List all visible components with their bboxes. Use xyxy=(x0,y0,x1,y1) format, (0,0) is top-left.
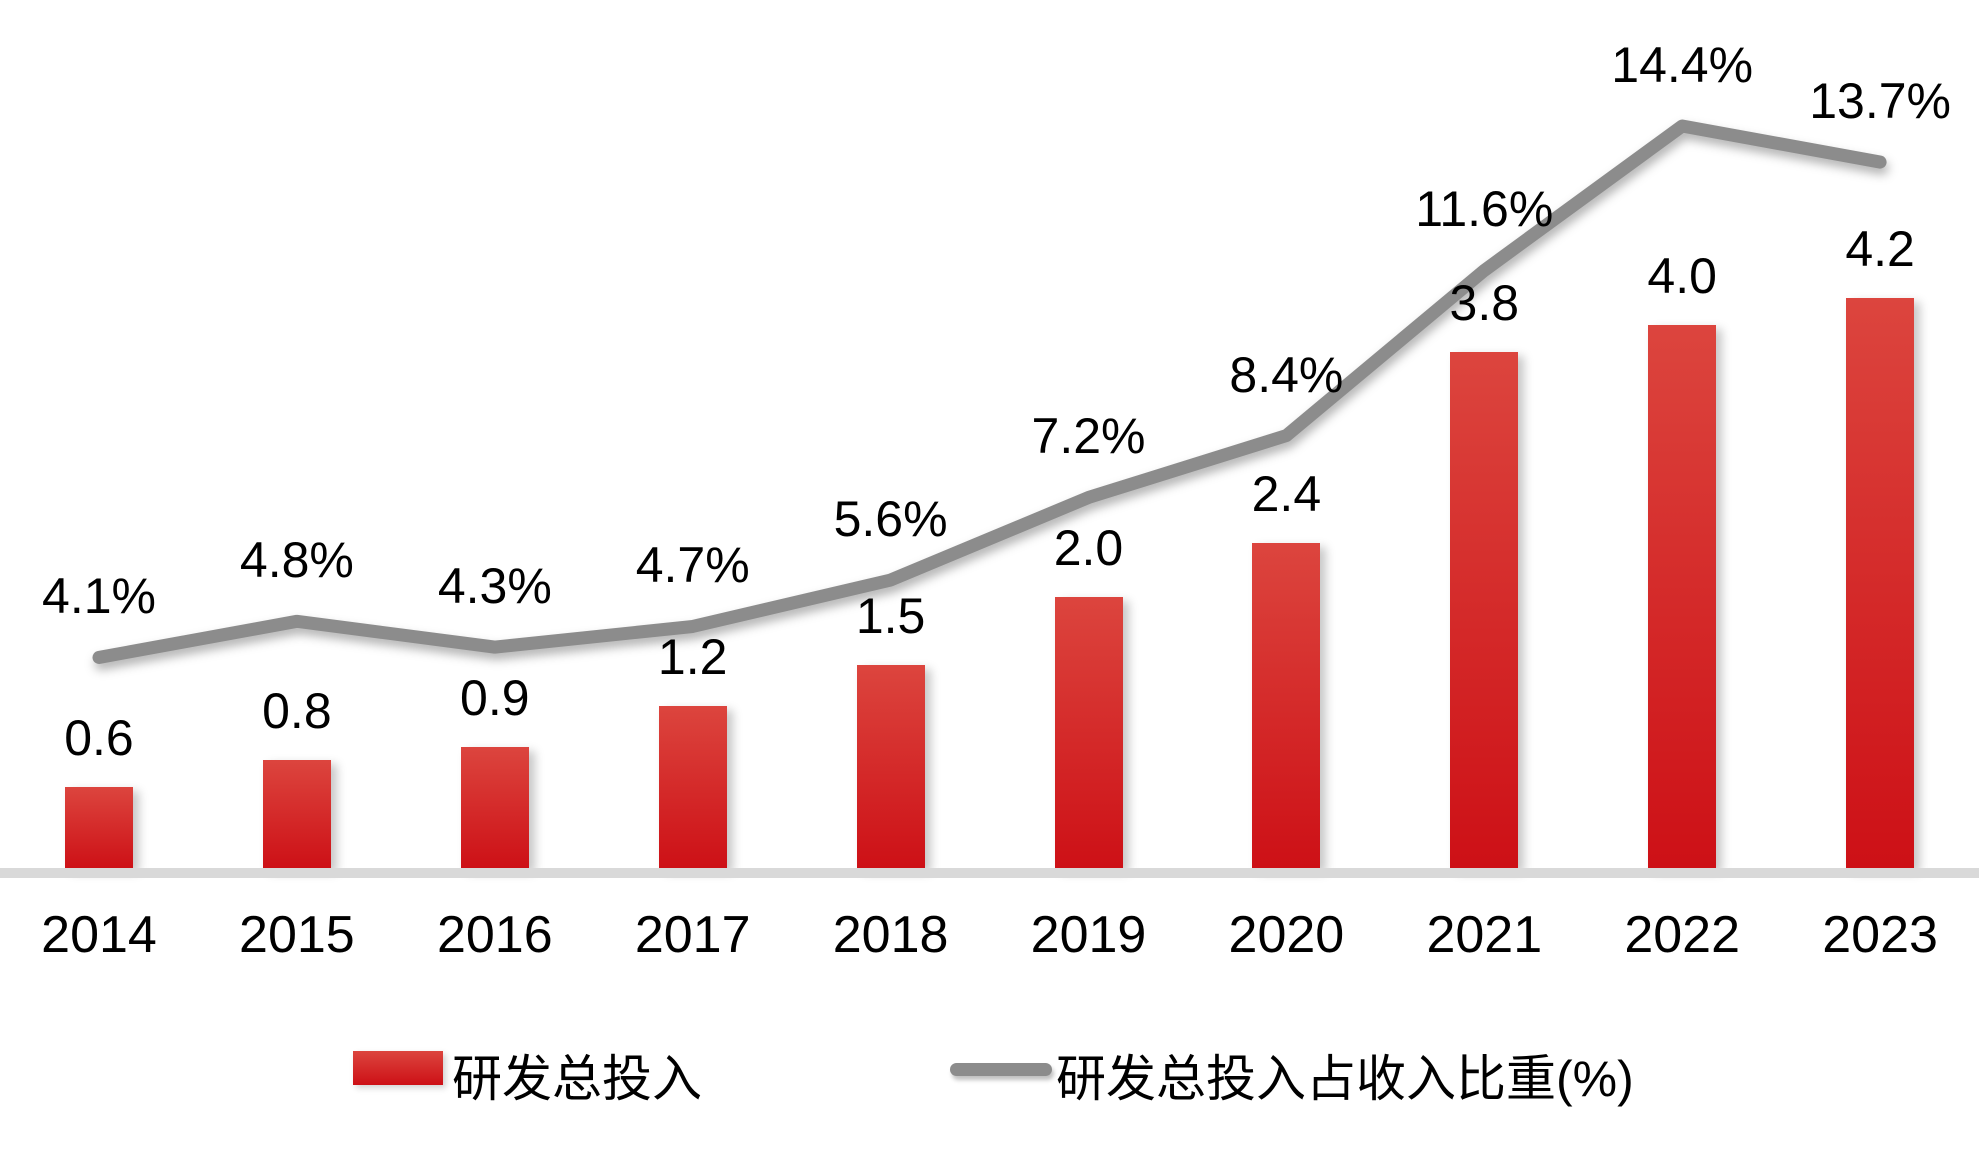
x-axis-label-2018: 2018 xyxy=(832,906,949,964)
bar-2020 xyxy=(1252,542,1321,869)
bar-2019 xyxy=(1054,597,1123,869)
x-axis-label-2014: 2014 xyxy=(41,906,157,964)
bar-value-label-2020: 2.4 xyxy=(1251,465,1322,522)
bar-value-label-2022: 4.0 xyxy=(1647,248,1717,304)
bar-value-label-2021: 3.8 xyxy=(1449,275,1520,332)
bar-2023 xyxy=(1846,297,1915,869)
bar-2015 xyxy=(262,760,331,869)
bar-value-label-2019: 2.0 xyxy=(1053,520,1124,576)
pct-label-2017: 4.7% xyxy=(635,537,750,594)
pct-label-2016: 4.3% xyxy=(437,558,552,615)
bar-value-label-2016: 0.9 xyxy=(460,669,530,726)
pct-label-2023: 13.7% xyxy=(1809,73,1951,130)
legend-line-label: 研发总投入占收入比重(%) xyxy=(1056,1051,1634,1107)
legend-bar-swatch xyxy=(353,1051,443,1085)
pct-label-2018: 5.6% xyxy=(833,491,948,548)
x-axis-label-2015: 2015 xyxy=(239,906,355,964)
bar-2016 xyxy=(460,746,529,869)
x-axis-label-2017: 2017 xyxy=(634,906,751,964)
x-axis-label-2021: 2021 xyxy=(1426,906,1543,964)
bar-value-label-2023: 4.2 xyxy=(1845,220,1915,277)
x-axis-label-2023: 2023 xyxy=(1822,906,1938,964)
pct-label-2014: 4.1% xyxy=(42,568,156,625)
bar-2017 xyxy=(658,705,727,869)
bar-value-label-2017: 1.2 xyxy=(657,628,728,685)
x-axis-label-2022: 2022 xyxy=(1624,906,1741,964)
bar-2021 xyxy=(1450,352,1519,869)
bar-value-label-2018: 1.5 xyxy=(855,588,926,644)
x-axis-line xyxy=(0,868,1979,878)
x-axis-label-2016: 2016 xyxy=(436,906,553,964)
bar-value-label-2014: 0.6 xyxy=(64,710,134,767)
legend-line-marker xyxy=(950,1063,1052,1076)
x-axis-label-2019: 2019 xyxy=(1030,906,1147,964)
bar-2018 xyxy=(856,665,925,869)
pct-label-2022: 14.4% xyxy=(1611,36,1754,93)
pct-label-2015: 4.8% xyxy=(239,532,354,589)
pct-label-2020: 8.4% xyxy=(1229,346,1344,403)
bar-value-label-2015: 0.8 xyxy=(262,683,332,740)
x-axis-label-2020: 2020 xyxy=(1228,906,1345,964)
pct-label-2021: 11.6% xyxy=(1415,181,1554,238)
bar-2014 xyxy=(65,787,133,869)
legend-bar-label: 研发总投入 xyxy=(452,1051,702,1107)
bar-2022 xyxy=(1648,325,1717,869)
pct-label-2019: 7.2% xyxy=(1031,408,1146,465)
